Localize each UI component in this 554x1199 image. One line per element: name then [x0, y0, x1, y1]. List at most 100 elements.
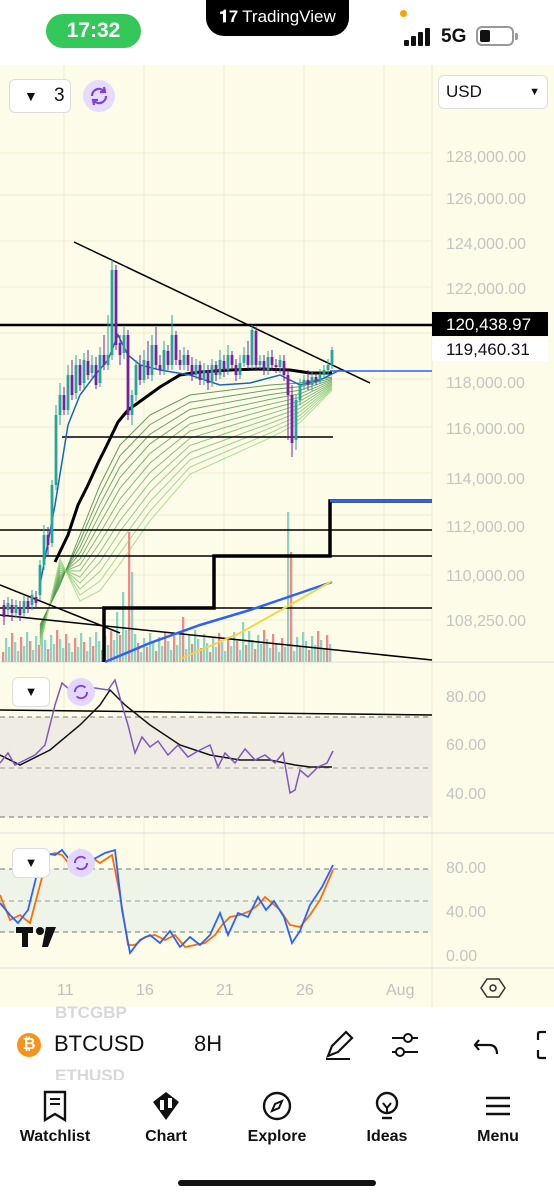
symbol-toolbar [0, 1018, 554, 1074]
candle-body [86, 361, 90, 375]
fullscreen-icon[interactable] [530, 1028, 554, 1062]
candle-body [30, 595, 34, 605]
drawing-tool-icon[interactable] [322, 1028, 356, 1062]
chart-settings-icon[interactable] [480, 978, 506, 998]
chart-settings-icon-center [489, 984, 497, 992]
volume-bar [101, 650, 104, 662]
candle-body [130, 395, 134, 415]
candle-body [162, 350, 166, 370]
tab-explore[interactable]: Explore [227, 1086, 327, 1156]
candle-body [286, 375, 290, 395]
volume-bar [209, 652, 212, 662]
price-axis-label: 110,000.00 [446, 568, 525, 585]
volume-bar [317, 631, 320, 662]
tradingview-watermark-icon [16, 927, 56, 947]
chart-canvas[interactable]: 128,000.00 126,000.00 124,000.00 122,000.00… [0, 65, 554, 1007]
trailing-stop-line [102, 499, 432, 662]
volume-bar [23, 646, 26, 662]
volume-bar [161, 646, 164, 662]
candle-body [118, 343, 122, 355]
undo-icon[interactable] [469, 1028, 503, 1062]
volume-bar [296, 637, 299, 662]
lower-left-trendline [0, 584, 121, 634]
ema-ribbon [39, 376, 333, 648]
volume-bar [98, 641, 101, 662]
candle-body [106, 355, 110, 365]
symbol-name[interactable]: BTCUSD [54, 1031, 145, 1056]
volume-bar [26, 632, 29, 662]
candle-body [98, 355, 102, 383]
tab-label: Ideas [366, 1128, 408, 1145]
volume-bar [230, 646, 233, 662]
volume-bar [83, 642, 86, 662]
volume-bar [95, 632, 98, 662]
tab-watchlist[interactable]: Watchlist [5, 1086, 105, 1156]
volume-bar [41, 631, 44, 662]
currency-selector[interactable]: USD ▼ [438, 75, 548, 109]
ghost-watchlist-above: BTCGBP [55, 1003, 127, 1022]
candle-body [250, 330, 254, 365]
layout-selector[interactable]: ▼ 3 [9, 79, 71, 113]
interval-selector[interactable]: 8H [194, 1031, 223, 1056]
volume-bar [5, 638, 8, 662]
candle-body [6, 603, 10, 610]
stoch-pane-collapse-button[interactable]: ▼ [12, 848, 50, 878]
volume-bar [71, 652, 74, 662]
tab-label: Watchlist [19, 1128, 91, 1145]
bitcoin-icon: ₿ [17, 1033, 41, 1057]
chart-tab-icon [153, 1092, 179, 1120]
stoch-k-line [0, 848, 334, 956]
price-axis-label: 122,000.00 [446, 281, 526, 298]
volume-bar [122, 592, 125, 662]
chevron-down-icon: ▼ [529, 86, 540, 98]
home-indicator [178, 1180, 376, 1186]
rsi-pane-collapse-button[interactable]: ▼ [12, 677, 50, 707]
volume-bar [47, 649, 50, 662]
candle-body [154, 345, 158, 365]
candle-body [322, 370, 326, 375]
chevron-down-icon: ▼ [24, 88, 38, 104]
candle-body [90, 365, 94, 373]
candle-body [206, 370, 210, 383]
volume-bar [176, 645, 179, 662]
dynamic-island: 𝟏7 TradingView [206, 0, 349, 36]
island-app-name: TradingView [242, 7, 336, 26]
volume-bar [8, 647, 11, 662]
rsi-sync-icon[interactable] [67, 678, 95, 706]
candle-body [198, 365, 202, 380]
volume-bar [257, 635, 260, 662]
signal-strength-icon [404, 28, 434, 46]
sync-icon[interactable] [83, 80, 115, 112]
last-price-label: 119,460.31 [446, 340, 530, 359]
candle-body [294, 400, 298, 440]
indicators-icon[interactable] [388, 1028, 422, 1062]
tab-ideas[interactable]: Ideas [337, 1086, 437, 1156]
volume-bar [272, 634, 275, 662]
tab-menu[interactable]: Menu [448, 1086, 548, 1156]
volume-bar [80, 633, 83, 662]
ema-ribbon-line [39, 382, 333, 636]
volume-bar [131, 572, 134, 662]
candle-body [326, 365, 330, 370]
tab-chart[interactable]: Chart [116, 1086, 216, 1156]
chevron-down-icon: ▼ [24, 684, 38, 699]
volume-bar [53, 644, 56, 662]
rsi-axis-label: 40.00 [446, 786, 486, 803]
stoch-sync-icon[interactable] [67, 849, 95, 877]
tab-label: Menu [477, 1128, 519, 1145]
candle-body [182, 355, 186, 365]
volume-bar [29, 641, 32, 662]
volume-bar [248, 631, 251, 662]
candle-body [34, 597, 38, 603]
volume-bar [200, 648, 203, 662]
ema-ribbon-line [39, 387, 333, 644]
volume-bar [125, 630, 128, 662]
volume-bar [167, 641, 170, 662]
volume-bar [266, 639, 269, 662]
volume-bar [293, 651, 296, 662]
volume-bar [11, 633, 14, 662]
volume-bar [260, 644, 263, 662]
volume-bar [281, 638, 284, 662]
candle-body [278, 360, 282, 367]
